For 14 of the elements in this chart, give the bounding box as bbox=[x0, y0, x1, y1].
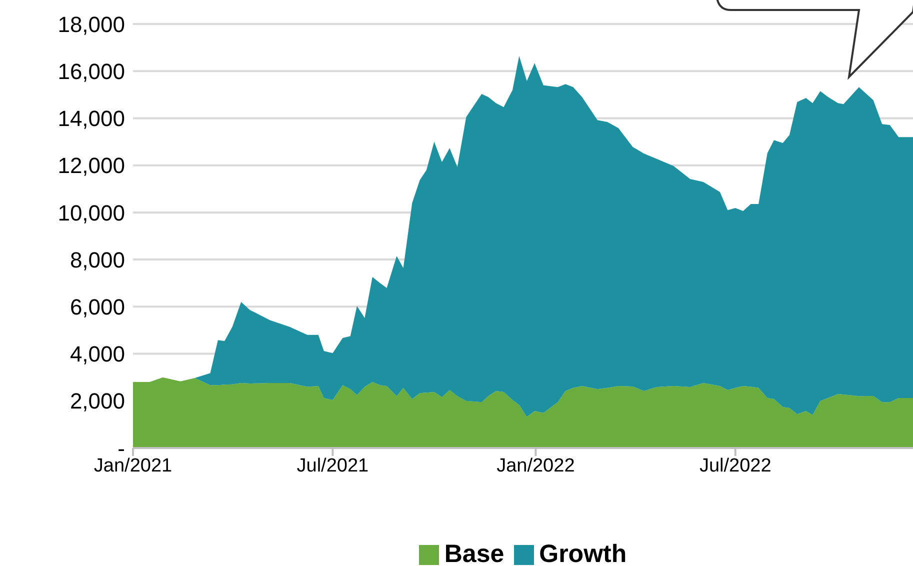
y-tick-label: 12,000 bbox=[58, 153, 125, 178]
y-tick-label: 8,000 bbox=[70, 247, 125, 272]
y-tick-label: 18,000 bbox=[58, 12, 125, 37]
legend-label: Growth bbox=[539, 540, 627, 566]
y-tick-label: 16,000 bbox=[58, 58, 125, 84]
x-tick-label: Jul/2021 bbox=[296, 455, 369, 476]
y-tick-label: 4,000 bbox=[70, 342, 125, 367]
legend-label: Base bbox=[444, 540, 504, 566]
y-tick-label: 14,000 bbox=[58, 106, 125, 132]
x-tick-label: Jan/2022 bbox=[496, 455, 575, 476]
x-tick-label: Jul/2022 bbox=[699, 455, 772, 476]
y-tick-label: 2,000 bbox=[70, 388, 125, 414]
y-tick-label: 6,000 bbox=[70, 294, 125, 320]
y-tick-label: 10,000 bbox=[58, 200, 125, 226]
